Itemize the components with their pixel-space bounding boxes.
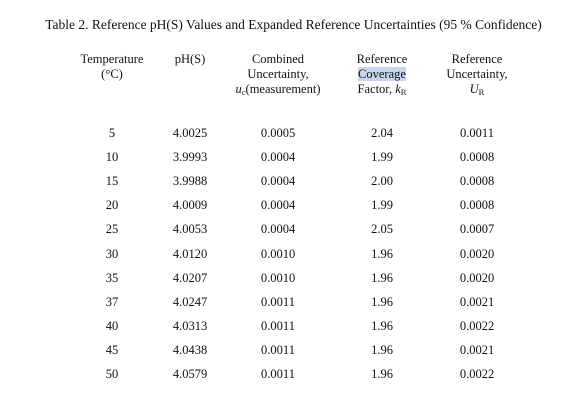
table-cell-combined: 0.0011 [261,295,295,309]
table-cell-temperature: 5 [108,126,116,140]
table-cell-temperature: 25 [105,222,119,236]
table-cell-temperature: 15 [105,174,119,188]
table-cell-phs: 3.9988 [172,174,208,188]
header-temperature: Temperature (°C) [72,52,152,82]
header-expanded-line-2: Uncertainty, [446,67,508,81]
table-cell-combined: 0.0011 [261,367,295,381]
combined-line-3-text: (measurement) [245,82,321,96]
table-cell-coverage: 1.96 [371,343,393,357]
table-cell-phs: 4.0313 [172,319,208,333]
table-cell-coverage: 1.96 [371,247,393,261]
header-temperature-line-1: Temperature [80,52,144,66]
table-cell-expanded: 0.0008 [459,198,495,212]
header-coverage-line-2-text: Coverage [358,67,406,81]
table-cell-phs: 4.0025 [172,126,208,140]
combined-symbol-subscript: c [241,87,246,97]
table-cell-coverage: 1.96 [371,271,393,285]
header-phs: pH(S) [160,52,220,67]
table-cell-phs: 4.0579 [172,367,208,381]
table-cell-coverage: 1.99 [371,150,393,164]
table-cell-expanded: 0.0021 [459,343,495,357]
table-cell-combined: 0.0004 [260,150,296,164]
coverage-line-3-text: Factor, [357,82,396,96]
table-cell-combined: 0.0011 [261,343,295,357]
table-cell-coverage: 2.00 [371,174,393,188]
header-combined-line-2: Uncertainty, [247,67,309,81]
header-temperature-line-2: (°C) [101,67,123,81]
table-cell-expanded: 0.0022 [459,367,495,381]
table-cell-combined: 0.0004 [260,198,296,212]
table-caption: Table 2. Reference pH(S) Values and Expa… [45,17,542,32]
table-cell-expanded: 0.0020 [459,271,495,285]
table-cell-temperature: 20 [105,198,119,212]
table-cell-expanded: 0.0022 [459,319,495,333]
header-coverage-line-1: Reference [356,52,408,66]
table-cell-phs: 4.0207 [172,271,208,285]
table-cell-combined: 0.0010 [260,271,296,285]
table-cell-expanded: 0.0020 [459,247,495,261]
table-cell-phs: 4.0438 [172,343,208,357]
table-cell-expanded: 0.0007 [459,222,495,236]
coverage-symbol-subscript: R [400,87,407,97]
coverage-symbol: k [395,82,401,96]
table-cell-combined: 0.0011 [261,319,295,333]
table-cell-temperature: 30 [105,247,119,261]
header-coverage-line-2: Coverage [342,67,422,82]
table-cell-coverage: 2.04 [371,126,393,140]
table-cell-combined: 0.0005 [260,126,296,140]
combined-symbol: u [235,82,242,96]
table-cell-coverage: 1.99 [371,198,393,212]
table-cell-combined: 0.0010 [260,247,296,261]
header-expanded-line-3: UR [432,82,522,97]
table-cell-temperature: 35 [105,271,119,285]
table-cell-coverage: 1.96 [371,367,393,381]
header-coverage-line-3: Factor, kR [342,82,422,97]
table-cell-phs: 4.0053 [172,222,208,236]
table-cell-phs: 3.9993 [172,150,208,164]
table-cell-coverage: 1.96 [371,319,393,333]
header-combined-line-3: uc(measurement) [228,82,328,97]
table-cell-phs: 4.0247 [172,295,208,309]
table-cell-phs: 4.0009 [172,198,208,212]
table-cell-coverage: 2.05 [371,222,393,236]
table-cell-combined: 0.0004 [260,174,296,188]
header-coverage-factor: Reference Coverage Factor, kR [342,52,422,97]
table-cell-expanded: 0.0008 [459,174,495,188]
header-expanded-line-1: Reference [451,52,503,66]
header-phs-line-1: pH(S) [174,52,206,66]
table-cell-temperature: 50 [105,367,119,381]
header-combined-line-1: Combined [251,52,305,66]
header-combined-uncertainty: Combined Uncertainty, uc(measurement) [228,52,328,97]
expanded-symbol-subscript: R [478,87,485,97]
header-expanded-uncertainty: Reference Uncertainty, UR [432,52,522,97]
table-cell-expanded: 0.0021 [459,295,495,309]
expanded-symbol: U [469,82,479,96]
table-cell-combined: 0.0004 [260,222,296,236]
table-cell-temperature: 40 [105,319,119,333]
table-cell-coverage: 1.96 [371,295,393,309]
table-cell-temperature: 45 [105,343,119,357]
table-cell-phs: 4.0120 [172,247,208,261]
table-cell-temperature: 10 [105,150,119,164]
table-cell-temperature: 37 [105,295,119,309]
table-cell-expanded: 0.0008 [459,150,495,164]
table-cell-expanded: 0.0011 [460,126,494,140]
